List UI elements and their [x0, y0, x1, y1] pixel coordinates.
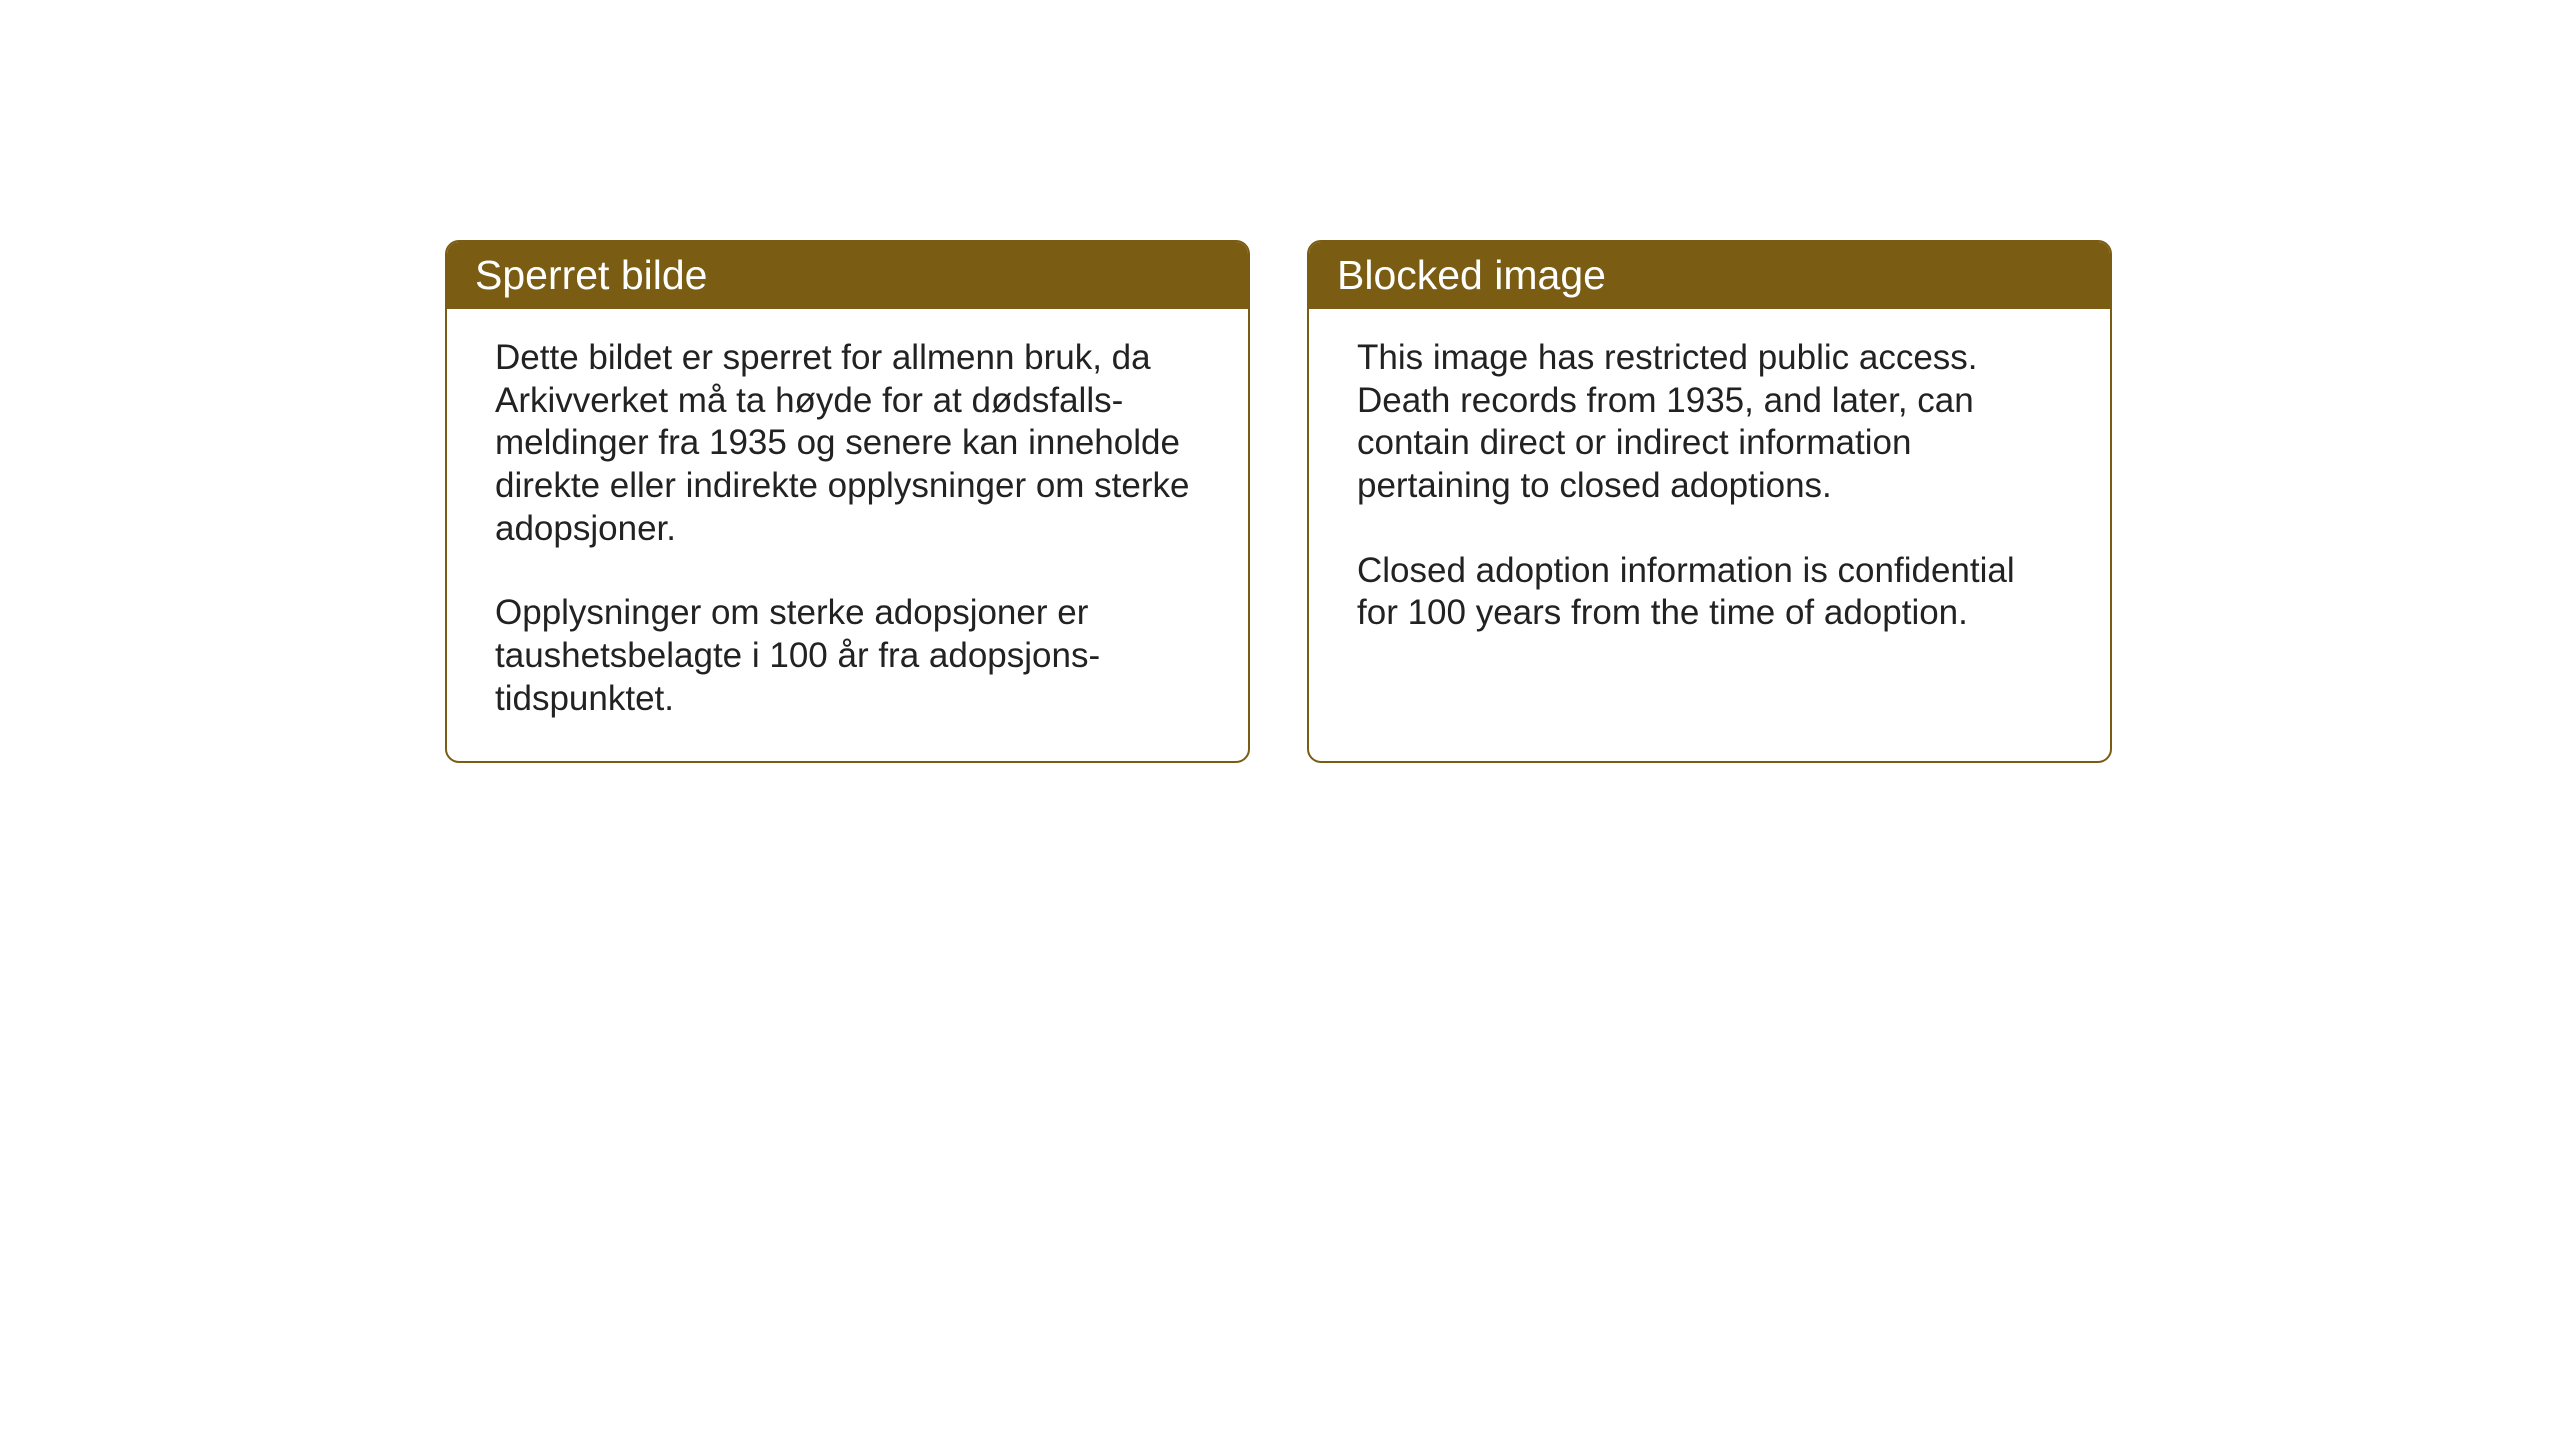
card-title-english: Blocked image: [1337, 252, 1606, 298]
card-body-english: This image has restricted public access.…: [1309, 309, 2110, 675]
card-header-english: Blocked image: [1309, 242, 2110, 309]
card-body-norwegian: Dette bildet er sperret for allmenn bruk…: [447, 309, 1248, 761]
card-paragraph-english-1: This image has restricted public access.…: [1357, 337, 2062, 508]
notice-container: Sperret bilde Dette bildet er sperret fo…: [445, 240, 2112, 763]
notice-card-english: Blocked image This image has restricted …: [1307, 240, 2112, 763]
card-paragraph-norwegian-1: Dette bildet er sperret for allmenn bruk…: [495, 337, 1200, 550]
card-title-norwegian: Sperret bilde: [475, 252, 707, 298]
card-paragraph-norwegian-2: Opplysninger om sterke adopsjoner er tau…: [495, 592, 1200, 720]
card-paragraph-english-2: Closed adoption information is confident…: [1357, 550, 2062, 635]
card-header-norwegian: Sperret bilde: [447, 242, 1248, 309]
notice-card-norwegian: Sperret bilde Dette bildet er sperret fo…: [445, 240, 1250, 763]
